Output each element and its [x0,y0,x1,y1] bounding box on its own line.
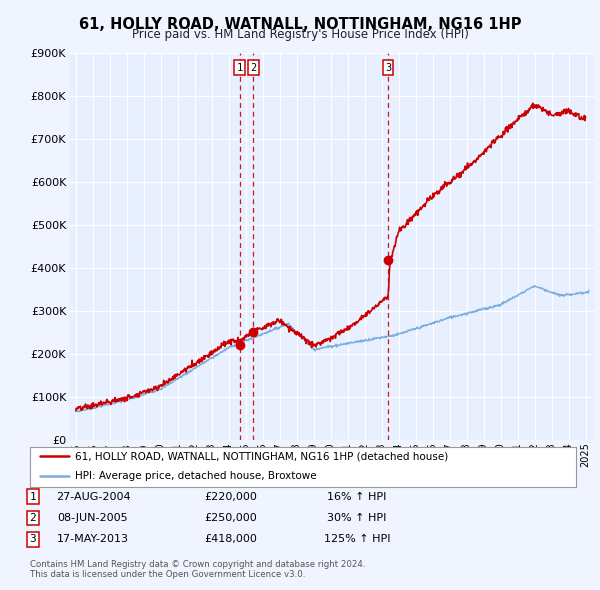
Text: 1: 1 [29,492,37,502]
Text: Price paid vs. HM Land Registry's House Price Index (HPI): Price paid vs. HM Land Registry's House … [131,28,469,41]
Text: 17-MAY-2013: 17-MAY-2013 [57,535,129,544]
Text: £220,000: £220,000 [205,492,257,502]
Text: £418,000: £418,000 [205,535,257,544]
Text: £250,000: £250,000 [205,513,257,523]
Text: 3: 3 [29,535,37,544]
Text: 1: 1 [236,63,243,73]
Text: HPI: Average price, detached house, Broxtowe: HPI: Average price, detached house, Brox… [75,471,316,481]
Text: 08-JUN-2005: 08-JUN-2005 [58,513,128,523]
Text: Contains HM Land Registry data © Crown copyright and database right 2024.: Contains HM Land Registry data © Crown c… [30,560,365,569]
Text: 27-AUG-2004: 27-AUG-2004 [56,492,130,502]
Text: This data is licensed under the Open Government Licence v3.0.: This data is licensed under the Open Gov… [30,571,305,579]
Text: 30% ↑ HPI: 30% ↑ HPI [328,513,386,523]
Text: 3: 3 [385,63,391,73]
Text: 16% ↑ HPI: 16% ↑ HPI [328,492,386,502]
Text: 125% ↑ HPI: 125% ↑ HPI [324,535,390,544]
Text: 2: 2 [250,63,256,73]
Text: 2: 2 [29,513,37,523]
Text: 61, HOLLY ROAD, WATNALL, NOTTINGHAM, NG16 1HP: 61, HOLLY ROAD, WATNALL, NOTTINGHAM, NG1… [79,17,521,31]
Text: 61, HOLLY ROAD, WATNALL, NOTTINGHAM, NG16 1HP (detached house): 61, HOLLY ROAD, WATNALL, NOTTINGHAM, NG1… [75,451,448,461]
